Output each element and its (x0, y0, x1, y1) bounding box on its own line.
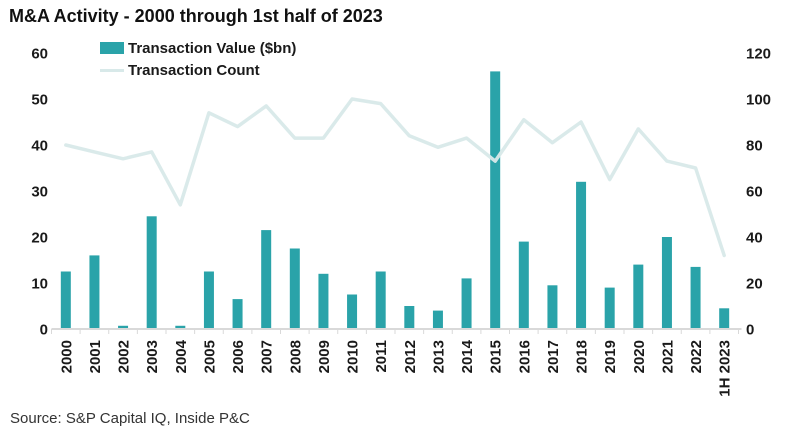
left-axis-tick-label: 40 (31, 138, 48, 155)
x-axis-label-2015: 2015 (488, 340, 505, 373)
x-axis-label-2005: 2005 (201, 340, 218, 373)
line-series-swatch (100, 68, 124, 72)
right-axis-tick-label: 0 (746, 322, 754, 339)
x-axis-label-2003: 2003 (144, 340, 161, 373)
bar-2009 (318, 273, 329, 329)
bar-2016 (518, 241, 529, 329)
left-axis-tick-label: 60 (31, 46, 48, 63)
x-axis-label-2014: 2014 (459, 339, 476, 373)
x-axis-label-2010: 2010 (345, 340, 362, 373)
right-axis-tick-label: 40 (746, 230, 763, 247)
legend: Transaction Value ($bn) Transaction Coun… (100, 37, 296, 81)
bar-2007 (261, 230, 272, 329)
left-axis-tick-label: 30 (31, 184, 48, 201)
right-axis-tick-label: 120 (746, 46, 771, 63)
bar-2010 (347, 294, 358, 329)
x-axis-label-2020: 2020 (631, 340, 648, 373)
x-axis-label-2017: 2017 (545, 340, 562, 373)
right-axis-tick-label: 100 (746, 92, 771, 109)
right-axis-tick-label: 80 (746, 138, 763, 155)
x-axis-label-2021: 2021 (659, 340, 676, 373)
x-axis-label-2018: 2018 (574, 340, 591, 373)
bar-2003 (146, 216, 157, 329)
x-axis-label-2001: 2001 (87, 340, 104, 373)
left-axis-tick-label: 0 (40, 322, 48, 339)
bar-2006 (232, 299, 243, 329)
source-text: Source: S&P Capital IQ, Inside P&C (10, 410, 250, 427)
bar-2004 (175, 325, 186, 329)
x-axis-label-2004: 2004 (173, 339, 190, 373)
bar-2014 (461, 278, 472, 329)
bar-1h-2023 (719, 308, 730, 329)
bar-2017 (547, 285, 558, 329)
x-axis-label-1h-2023: 1H 2023 (717, 340, 734, 397)
bar-2011 (375, 271, 386, 329)
x-axis-label-2013: 2013 (430, 340, 447, 373)
bar-2022 (690, 266, 701, 329)
x-axis-label-2002: 2002 (116, 340, 133, 373)
chart-title: M&A Activity - 2000 through 1st half of … (9, 6, 383, 26)
bar-2018 (576, 181, 587, 329)
x-axis-label-2012: 2012 (402, 340, 419, 373)
x-axis-label-2006: 2006 (230, 340, 247, 373)
bar-2020 (633, 264, 644, 329)
bar-2008 (289, 248, 300, 329)
left-axis-tick-label: 20 (31, 230, 48, 247)
bar-2015 (490, 71, 501, 330)
right-axis-tick-label: 60 (746, 184, 763, 201)
x-axis-label-2022: 2022 (688, 340, 705, 373)
bar-series-swatch (100, 42, 124, 54)
transaction-count-line (64, 97, 726, 258)
bar-2019 (604, 287, 615, 329)
legend-row-value: Transaction Value ($bn) (100, 37, 296, 59)
bar-series-label: Transaction Value ($bn) (128, 39, 297, 57)
bar-2005 (203, 271, 214, 329)
bar-2013 (432, 310, 443, 329)
right-axis-tick-label: 20 (746, 276, 763, 293)
bar-2000 (60, 271, 71, 329)
x-axis-label-2019: 2019 (602, 340, 619, 373)
line-series-label: Transaction Count (128, 61, 260, 79)
left-axis-tick-label: 50 (31, 92, 48, 109)
bar-2021 (661, 237, 672, 329)
x-axis-label-2009: 2009 (316, 340, 333, 373)
legend-row-count: Transaction Count (100, 59, 296, 81)
x-axis-label-2008: 2008 (287, 340, 304, 373)
bar-2002 (118, 325, 129, 329)
x-axis-label-2011: 2011 (373, 340, 390, 373)
bar-2001 (89, 255, 100, 329)
x-axis-label-2000: 2000 (58, 340, 75, 373)
bar-2012 (404, 306, 415, 329)
x-axis-label-2016: 2016 (516, 340, 533, 373)
left-axis-tick-label: 10 (31, 276, 48, 293)
x-axis-label-2007: 2007 (259, 340, 276, 373)
